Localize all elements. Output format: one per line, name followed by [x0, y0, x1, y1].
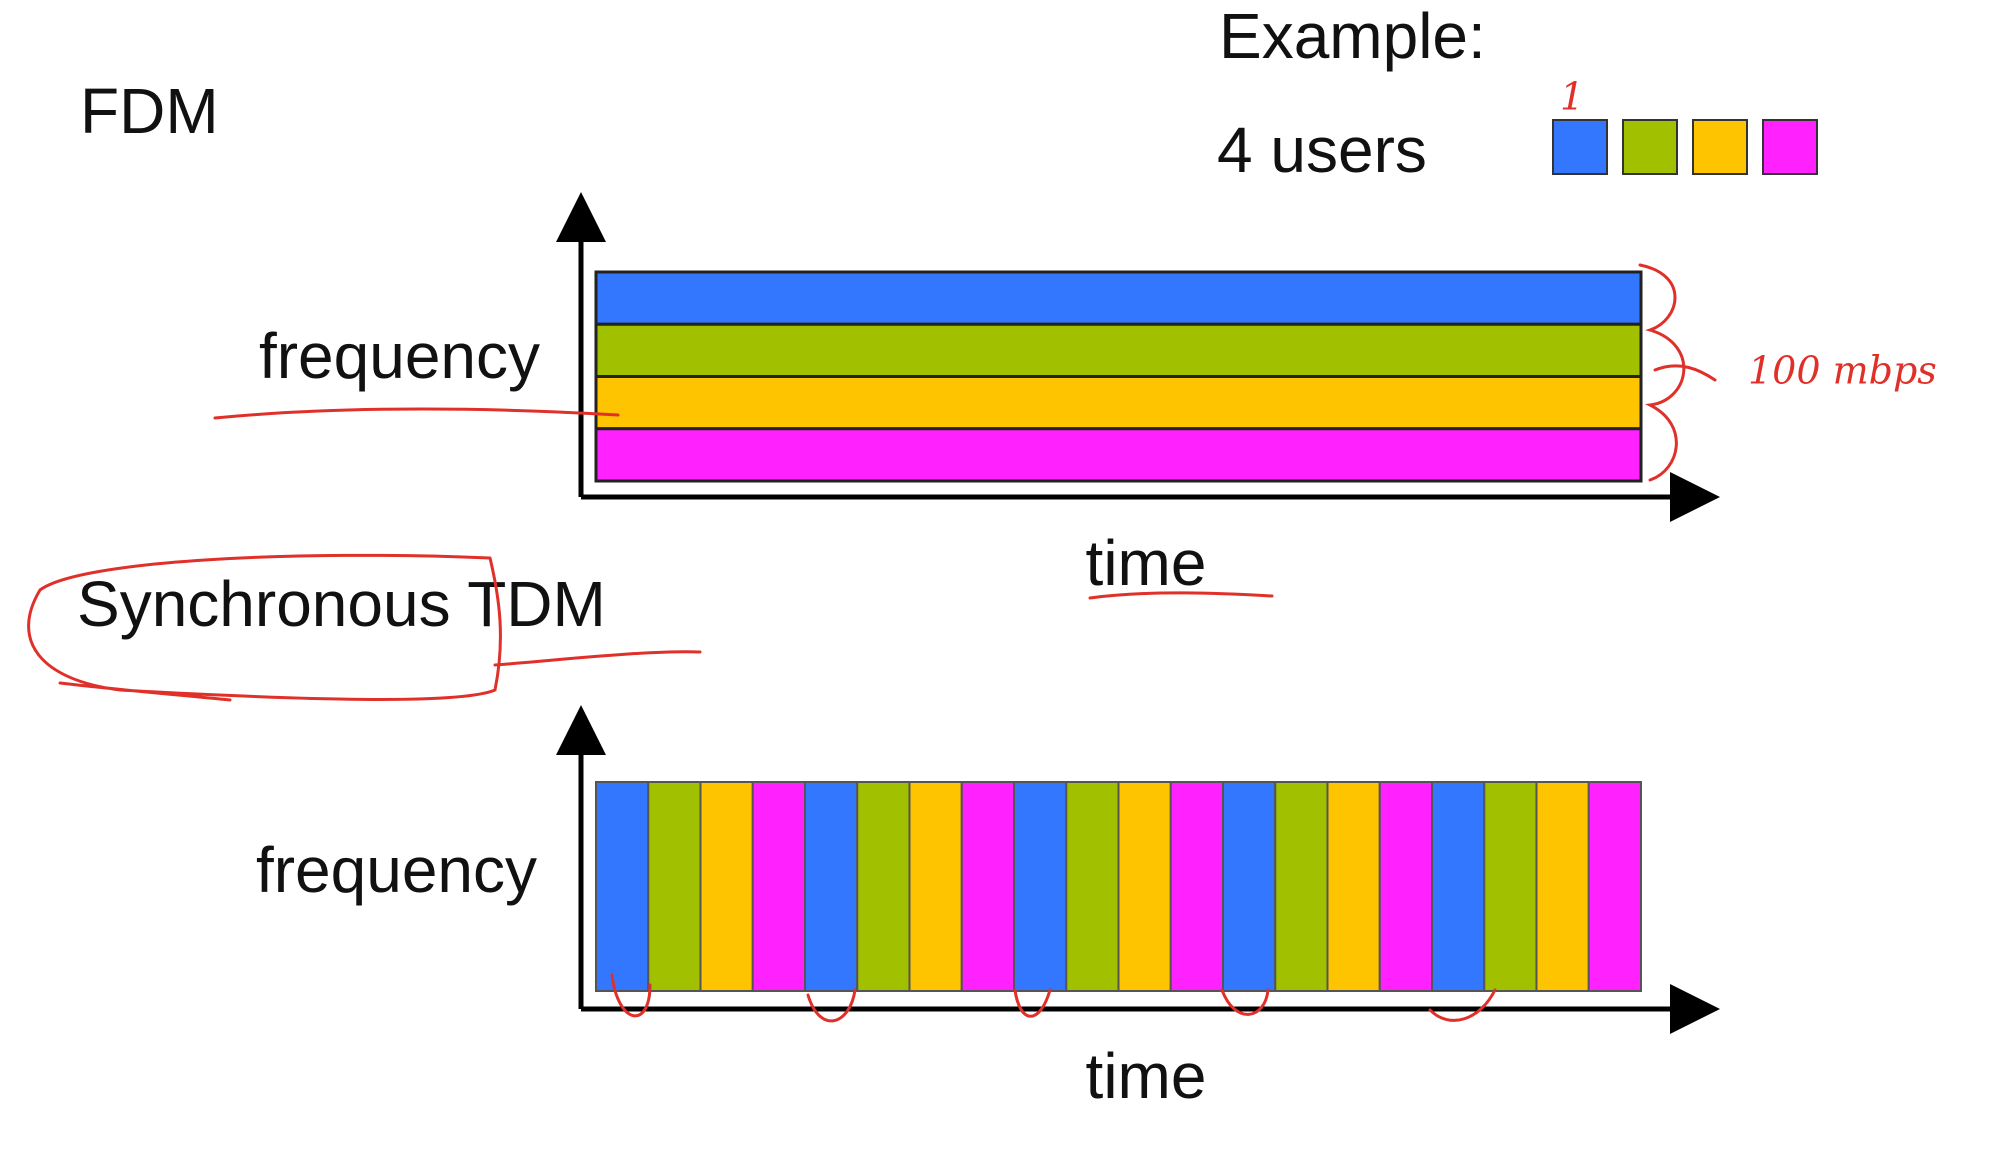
annotations: 100 mbps 1	[27, 75, 1937, 1023]
time-slot	[856, 781, 911, 992]
time-slot	[647, 781, 702, 992]
time-slot	[1222, 781, 1277, 992]
time-slot	[1535, 781, 1590, 992]
frequency-band	[594, 322, 1643, 378]
legend	[1552, 119, 1818, 175]
time-slot	[1169, 781, 1224, 992]
time-slot	[804, 781, 859, 992]
user-square	[1622, 119, 1678, 175]
time-slot	[1587, 781, 1642, 992]
time-slot	[1483, 781, 1538, 992]
tdm-slots	[595, 781, 1642, 992]
underline	[1088, 591, 1274, 600]
legend-label: Example:	[1219, 0, 1486, 72]
title: FDM	[80, 75, 219, 147]
time-slot	[1013, 781, 1068, 992]
x-label: time	[1086, 1040, 1207, 1112]
time-slot	[1117, 781, 1172, 992]
circle	[27, 553, 702, 702]
time-slot	[751, 781, 806, 992]
time-slot	[1065, 781, 1120, 992]
frequency-band	[594, 375, 1643, 431]
user-square	[1552, 119, 1608, 175]
x-label: time	[1086, 527, 1207, 599]
fdm-bands	[594, 270, 1643, 483]
slot-marks	[610, 973, 1497, 1023]
y-label: frequency	[256, 834, 537, 906]
brace	[1638, 263, 1717, 482]
rate-note: 100 mbps	[1748, 349, 1937, 393]
user-square	[1762, 119, 1818, 175]
user-note: 1	[1560, 75, 1584, 119]
time-slot	[1274, 781, 1329, 992]
time-slot	[1326, 781, 1381, 992]
frequency-band	[594, 270, 1643, 326]
time-slot	[699, 781, 754, 992]
time-slot	[1431, 781, 1486, 992]
underline	[213, 407, 620, 420]
time-slot	[595, 781, 650, 992]
y-label: frequency	[259, 320, 540, 392]
users-label: 4 users	[1217, 114, 1427, 186]
time-slot	[960, 781, 1015, 992]
frequency-band	[594, 427, 1643, 483]
user-square	[1692, 119, 1748, 175]
section-title: Synchronous TDM	[77, 568, 606, 640]
time-slot	[908, 781, 963, 992]
time-slot	[1378, 781, 1433, 992]
